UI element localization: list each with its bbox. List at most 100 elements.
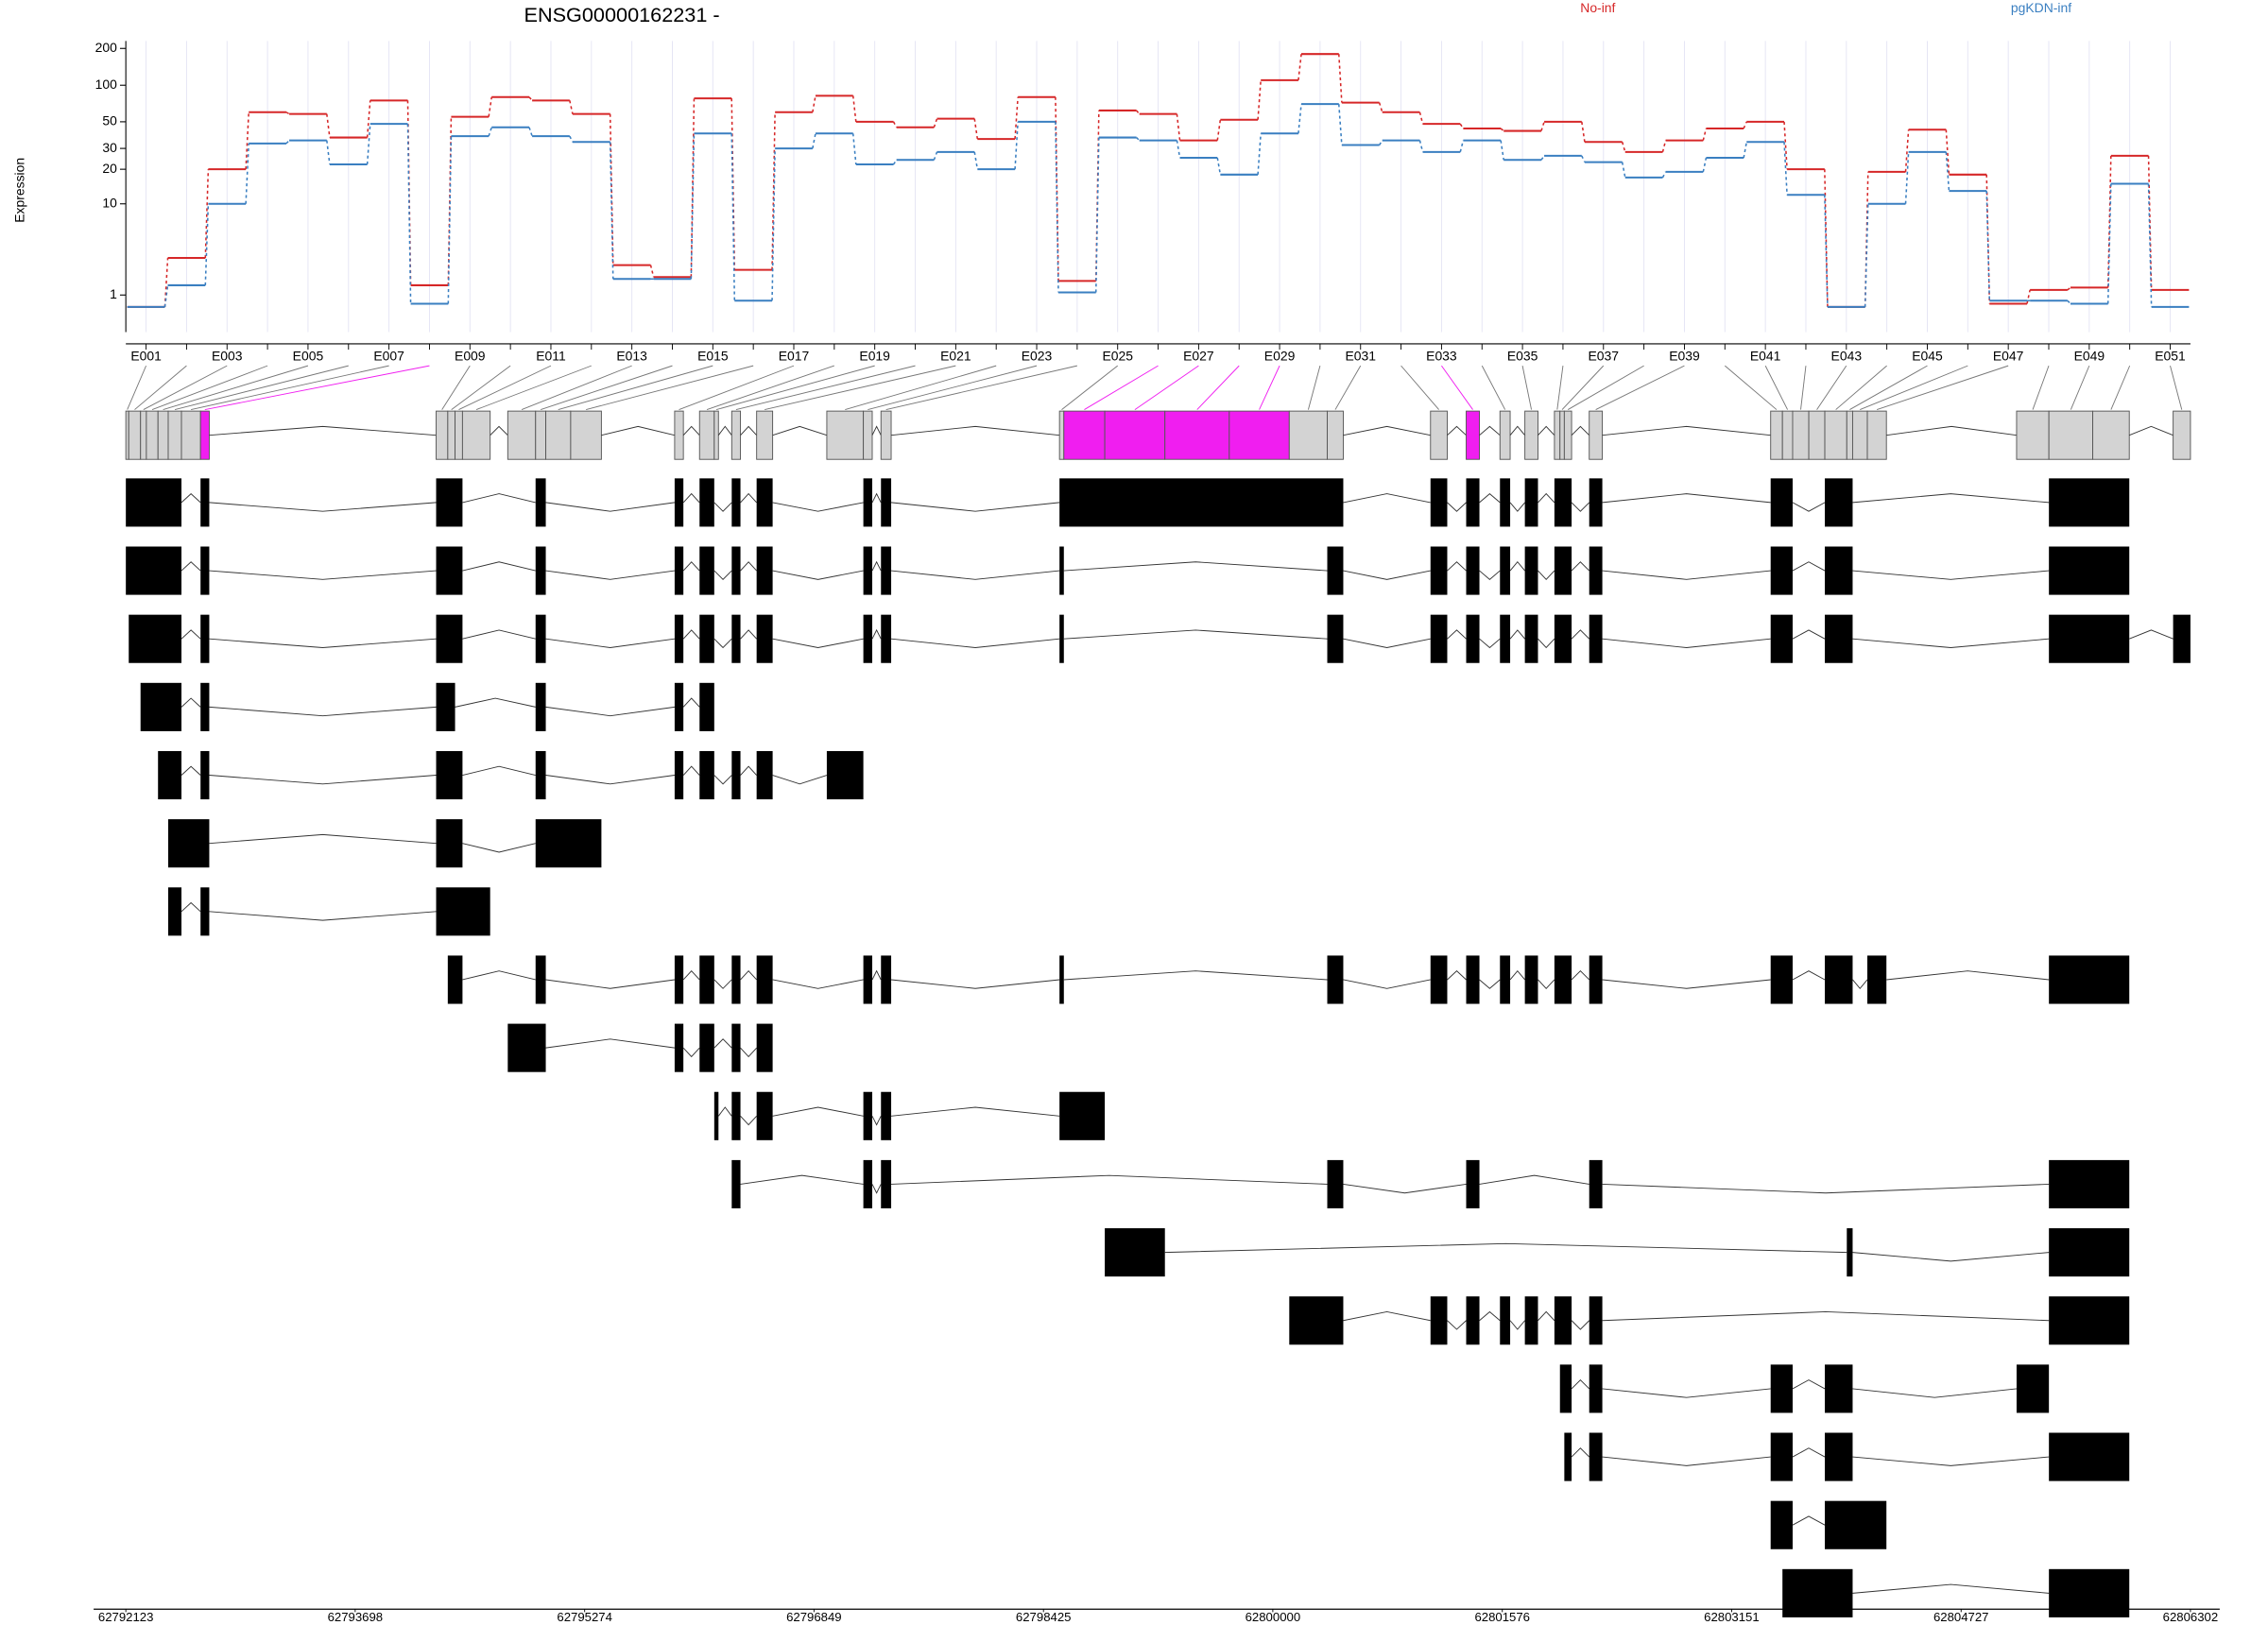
transcript-intron: [1571, 629, 1590, 640]
exon-link: [151, 365, 268, 411]
legend-label: No-inf: [1580, 0, 1615, 15]
transcript-exon: [158, 750, 182, 800]
exon-bin: [1866, 410, 1887, 460]
transcript-intron: [1792, 970, 1826, 981]
transcript-intron: [1447, 561, 1467, 572]
transcript-exon: [1059, 955, 1064, 1004]
transcript-exon: [1589, 478, 1603, 527]
transcript-exon: [1825, 614, 1853, 663]
transcript-exon: [1564, 1432, 1572, 1481]
intron: [740, 425, 758, 436]
transcript-intron: [180, 561, 201, 572]
step-connector: [1743, 121, 1747, 129]
transcript-intron: [1852, 638, 2050, 648]
step-connector: [406, 124, 412, 304]
transcript-exon: [535, 546, 546, 595]
transcript-intron: [2129, 629, 2174, 640]
transcript-intron: [871, 969, 882, 981]
exon-link: [715, 365, 875, 411]
transcript-intron: [1479, 1174, 1589, 1185]
transcript-intron: [1164, 1242, 1847, 1254]
step-connector: [204, 203, 210, 285]
exon-bin: [1846, 410, 1853, 460]
transcript-intron: [1343, 570, 1431, 580]
transcript-exon: [699, 478, 714, 527]
exon-link: [1876, 365, 2009, 411]
step-connector: [649, 265, 655, 278]
step-connector: [326, 140, 331, 165]
step-connector: [1418, 140, 1424, 153]
exon-bin: [1554, 410, 1561, 460]
transcript-intron: [740, 1174, 864, 1185]
transcript-intron: [1447, 970, 1467, 981]
y-tick-label: 100: [95, 77, 117, 92]
transcript-exon: [1825, 546, 1853, 595]
exon-link: [521, 365, 632, 411]
transcript-exon: [436, 819, 463, 868]
transcript-exon: [436, 682, 455, 731]
transcript-exon: [1059, 478, 1344, 527]
transcript-exon: [863, 1159, 873, 1208]
transcript-intron: [871, 1184, 882, 1194]
transcript-intron: [209, 570, 437, 580]
exon-bin: [713, 410, 719, 460]
step-connector: [1702, 128, 1708, 141]
exon-bin: [128, 410, 142, 460]
transcript-exon: [1825, 1432, 1853, 1481]
transcript-intron: [1602, 1310, 2050, 1322]
exon-bin: [1058, 410, 1065, 460]
intron: [1602, 425, 1771, 436]
genomic-tick-label: 62795274: [557, 1610, 612, 1624]
step-connector: [851, 95, 857, 122]
transcript-intron: [1792, 1515, 1826, 1526]
exon-link: [541, 365, 673, 411]
transcript-exon: [2049, 1159, 2130, 1208]
exon-bin: [1063, 410, 1106, 460]
transcript-intron: [180, 629, 201, 640]
transcript-exon: [881, 955, 892, 1004]
transcript-exon: [863, 614, 873, 663]
transcript-intron: [1538, 492, 1555, 504]
transcript-exon: [1589, 955, 1603, 1004]
step-connector: [1824, 195, 1829, 307]
transcript-intron: [740, 629, 758, 640]
exon-bin: [1524, 410, 1538, 460]
transcript-exon: [731, 1023, 741, 1072]
transcript-exon: [1500, 546, 1511, 595]
transcript-intron: [180, 492, 201, 504]
transcript-intron: [1852, 979, 1868, 989]
transcript-exon: [1825, 1364, 1853, 1413]
exon-link: [143, 365, 228, 410]
exon-link: [1561, 365, 1605, 410]
transcript-exon: [731, 750, 741, 800]
transcript-exon: [881, 614, 892, 663]
transcript-exon: [2049, 478, 2130, 527]
x-tick-label: E041: [1750, 349, 1781, 364]
step-connector: [447, 116, 453, 285]
transcript-intron: [1479, 492, 1501, 504]
exon-bin: [1792, 410, 1810, 460]
transcript-intron: [871, 560, 882, 572]
transcript-intron: [1792, 502, 1826, 512]
exon-bin: [756, 410, 774, 460]
transcript-exon: [200, 546, 210, 595]
transcript-exon: [674, 546, 684, 595]
transcript-exon: [2049, 1432, 2130, 1481]
exon-bin: [507, 410, 537, 460]
transcript-intron: [1571, 1447, 1590, 1458]
transcript-intron: [772, 1106, 864, 1117]
x-tick-label: E035: [1507, 349, 1538, 364]
step-connector: [730, 133, 736, 301]
exon-link: [1084, 365, 1159, 410]
transcript-intron: [1792, 1379, 1826, 1390]
exon-link: [1061, 365, 1118, 410]
transcript-exon: [447, 955, 463, 1004]
step-connector: [1985, 191, 1991, 301]
transcript-intron: [545, 1038, 675, 1049]
transcript-exon: [436, 614, 463, 663]
genomic-tick-label: 62792123: [98, 1610, 154, 1624]
transcript-exon: [699, 1023, 714, 1072]
transcript-intron: [1792, 1447, 1826, 1458]
transcript-intron: [740, 1115, 758, 1126]
transcript-exon: [2049, 955, 2130, 1004]
